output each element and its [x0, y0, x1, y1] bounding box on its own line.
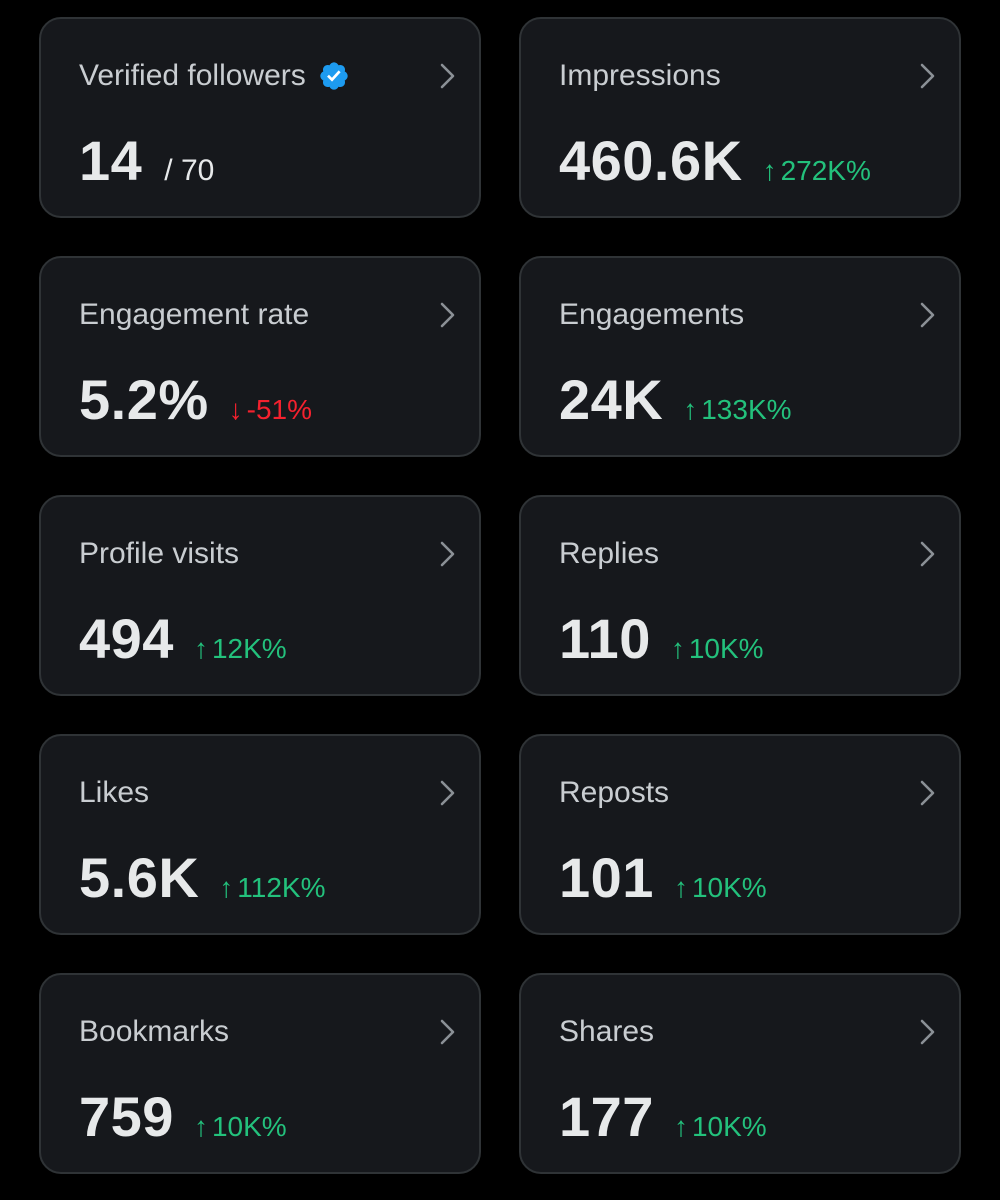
card-title: Likes	[79, 774, 149, 812]
arrow-up-icon: ↑	[673, 1111, 688, 1142]
metric-value-row: 759 ↑ 10K%	[79, 1079, 287, 1155]
metric-change: ↓ -51%	[229, 394, 312, 426]
metric-change-value: -51%	[246, 394, 313, 425]
metric-change-value: 10K%	[691, 1111, 767, 1142]
metric-value-row: 177 ↑ 10K%	[559, 1079, 767, 1155]
arrow-up-icon: ↑	[193, 1111, 208, 1142]
arrow-up-icon: ↑	[219, 872, 234, 903]
card-title: Shares	[559, 1013, 654, 1051]
card-title: Bookmarks	[79, 1013, 229, 1051]
metric-card-engagement-rate[interactable]: Engagement rate 5.2% ↓ -51%	[39, 256, 481, 457]
metric-card-replies[interactable]: Replies 110 ↑ 10K%	[519, 495, 961, 696]
card-title-label: Profile visits	[79, 537, 240, 570]
card-title-label: Bookmarks	[79, 1015, 230, 1048]
metric-change-value: 12K%	[211, 633, 287, 664]
metric-value-row: 110 ↑ 10K%	[559, 601, 764, 677]
metric-card-shares[interactable]: Shares 177 ↑ 10K%	[519, 973, 961, 1174]
metric-card-verified-followers[interactable]: Verified followers 14 / 70	[39, 17, 481, 218]
metric-value: 14	[79, 129, 143, 192]
metrics-grid: Verified followers 14 / 70 Impressions 4…	[39, 17, 961, 1174]
chevron-right-icon	[440, 1019, 455, 1045]
metric-change-value: 272K%	[780, 155, 871, 186]
metric-value-row: 24K ↑ 133K%	[559, 362, 792, 438]
card-title-label: Impressions	[559, 59, 721, 92]
metric-value: 5.2%	[79, 368, 209, 431]
metric-value: 177	[559, 1085, 654, 1148]
metric-change-value: 10K%	[211, 1111, 287, 1142]
metric-suffix: / 70	[164, 154, 215, 187]
metric-change: ↑ 10K%	[194, 1111, 287, 1143]
chevron-right-icon	[440, 541, 455, 567]
metric-value-row: 14 / 70	[79, 123, 214, 199]
arrow-up-icon: ↑	[673, 872, 688, 903]
metric-value-row: 5.6K ↑ 112K%	[79, 840, 326, 916]
metric-change-value: 10K%	[691, 872, 767, 903]
metric-value: 460.6K	[559, 129, 743, 192]
metric-change: ↑ 12K%	[194, 633, 287, 665]
metric-value: 5.6K	[79, 846, 200, 909]
card-title-label: Likes	[79, 776, 150, 809]
metric-card-profile-visits[interactable]: Profile visits 494 ↑ 12K%	[39, 495, 481, 696]
metric-value: 101	[559, 846, 654, 909]
card-title: Reposts	[559, 774, 669, 812]
card-title: Engagements	[559, 296, 744, 334]
metric-value-row: 101 ↑ 10K%	[559, 840, 767, 916]
card-title: Engagement rate	[79, 296, 309, 334]
arrow-down-icon: ↓	[228, 394, 243, 425]
chevron-right-icon	[920, 541, 935, 567]
arrow-up-icon: ↑	[762, 155, 777, 186]
card-title-label: Replies	[559, 537, 660, 570]
metric-value-row: 460.6K ↑ 272K%	[559, 123, 871, 199]
card-title-label: Verified followers	[79, 59, 306, 92]
metric-value: 494	[79, 607, 174, 670]
metric-change: ↑ 133K%	[683, 394, 791, 426]
chevron-right-icon	[440, 302, 455, 328]
card-title-label: Shares	[559, 1015, 655, 1048]
metric-value: 759	[79, 1085, 174, 1148]
metric-change-value: 133K%	[701, 394, 792, 425]
arrow-up-icon: ↑	[670, 633, 685, 664]
metric-change-value: 10K%	[688, 633, 764, 664]
metric-value: 110	[559, 607, 651, 670]
metric-change: ↑ 112K%	[219, 872, 325, 904]
chevron-right-icon	[920, 302, 935, 328]
card-title: Verified followers	[79, 57, 350, 95]
metric-card-engagements[interactable]: Engagements 24K ↑ 133K%	[519, 256, 961, 457]
card-title-label: Engagements	[559, 298, 745, 331]
metric-value-row: 5.2% ↓ -51%	[79, 362, 312, 438]
arrow-up-icon: ↑	[683, 394, 698, 425]
metric-change: ↑ 10K%	[674, 1111, 767, 1143]
metric-change: ↑ 10K%	[671, 633, 764, 665]
card-title: Impressions	[559, 57, 721, 95]
card-title: Profile visits	[79, 535, 239, 573]
metric-value: 24K	[559, 368, 664, 431]
arrow-up-icon: ↑	[193, 633, 208, 664]
metric-card-reposts[interactable]: Reposts 101 ↑ 10K%	[519, 734, 961, 935]
chevron-right-icon	[920, 1019, 935, 1045]
metric-change-value: 112K%	[237, 872, 326, 903]
card-title: Replies	[559, 535, 659, 573]
verified-badge-icon	[320, 62, 348, 90]
metric-card-likes[interactable]: Likes 5.6K ↑ 112K%	[39, 734, 481, 935]
chevron-right-icon	[440, 63, 455, 89]
metric-change: ↑ 272K%	[763, 155, 871, 187]
metric-card-impressions[interactable]: Impressions 460.6K ↑ 272K%	[519, 17, 961, 218]
metric-change: ↑ 10K%	[674, 872, 767, 904]
metric-value-row: 494 ↑ 12K%	[79, 601, 287, 677]
card-title-label: Engagement rate	[79, 298, 310, 331]
chevron-right-icon	[920, 63, 935, 89]
chevron-right-icon	[920, 780, 935, 806]
metric-card-bookmarks[interactable]: Bookmarks 759 ↑ 10K%	[39, 973, 481, 1174]
card-title-label: Reposts	[559, 776, 670, 809]
chevron-right-icon	[440, 780, 455, 806]
